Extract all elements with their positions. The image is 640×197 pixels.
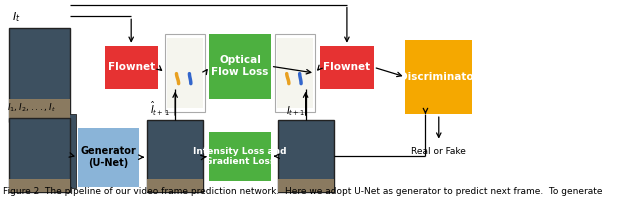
Text: Flownet: Flownet: [323, 62, 371, 72]
Text: $I_1, I_2,..., I_t$: $I_1, I_2,..., I_t$: [6, 101, 56, 114]
Text: Flownet: Flownet: [108, 62, 155, 72]
FancyBboxPatch shape: [209, 34, 271, 98]
Text: Real or Fake: Real or Fake: [412, 147, 466, 156]
FancyBboxPatch shape: [406, 40, 472, 114]
FancyBboxPatch shape: [147, 179, 203, 192]
FancyBboxPatch shape: [275, 34, 315, 112]
FancyBboxPatch shape: [9, 98, 70, 122]
FancyBboxPatch shape: [277, 38, 313, 108]
Text: Optical
Flow Loss: Optical Flow Loss: [211, 55, 269, 77]
FancyBboxPatch shape: [209, 132, 271, 181]
Text: Figure 2  The pipeline of our video frame prediction network.  Here we adopt U-N: Figure 2 The pipeline of our video frame…: [3, 187, 603, 196]
FancyBboxPatch shape: [278, 179, 333, 192]
Text: $I_t$: $I_t$: [12, 10, 20, 24]
FancyBboxPatch shape: [9, 28, 70, 122]
FancyBboxPatch shape: [147, 120, 203, 192]
FancyBboxPatch shape: [9, 179, 70, 192]
Text: Discriminator: Discriminator: [399, 72, 479, 82]
Text: Intensity Loss and
Gradient Loss: Intensity Loss and Gradient Loss: [193, 147, 287, 166]
Text: Generator
(U-Net): Generator (U-Net): [81, 146, 136, 168]
Text: $\hat{I}_{t+1}$: $\hat{I}_{t+1}$: [150, 100, 170, 118]
FancyBboxPatch shape: [9, 118, 70, 192]
FancyBboxPatch shape: [104, 46, 158, 89]
FancyBboxPatch shape: [278, 120, 333, 192]
Text: $I_{t+1}$: $I_{t+1}$: [285, 104, 305, 118]
FancyBboxPatch shape: [167, 38, 203, 108]
FancyBboxPatch shape: [15, 114, 76, 189]
FancyBboxPatch shape: [78, 128, 139, 187]
FancyBboxPatch shape: [320, 46, 374, 89]
FancyBboxPatch shape: [164, 34, 205, 112]
